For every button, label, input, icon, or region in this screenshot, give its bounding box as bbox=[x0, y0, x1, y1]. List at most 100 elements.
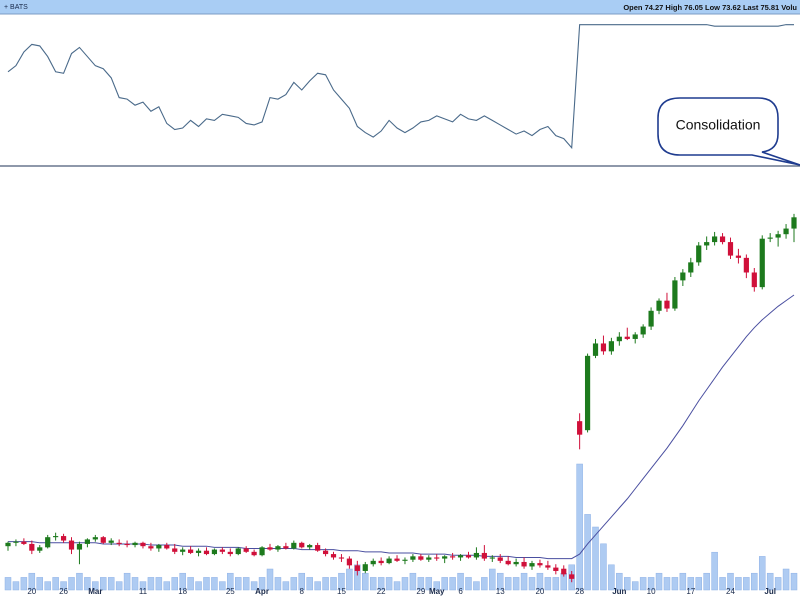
volume-bar bbox=[330, 577, 337, 591]
volume-bar bbox=[496, 572, 504, 591]
candle-body bbox=[521, 561, 527, 567]
volume-bar bbox=[679, 572, 687, 591]
volume-bar bbox=[20, 577, 28, 591]
candle-body bbox=[100, 537, 106, 543]
candle-body bbox=[569, 574, 575, 579]
volume-bar bbox=[449, 577, 456, 591]
candle-body bbox=[251, 551, 257, 556]
candle-body bbox=[299, 542, 305, 548]
candle-body bbox=[442, 556, 448, 559]
volume-bar bbox=[417, 577, 425, 591]
indicator-panel bbox=[7, 24, 794, 150]
candle-body bbox=[616, 336, 622, 342]
candle-body bbox=[267, 547, 273, 550]
candle-body bbox=[92, 537, 98, 540]
volume-bar bbox=[766, 572, 774, 591]
x-tick-label: 11 bbox=[139, 587, 148, 596]
candle-body bbox=[29, 543, 35, 551]
candle-body bbox=[322, 550, 329, 555]
volume-layer bbox=[4, 463, 798, 591]
candle-body bbox=[489, 557, 495, 559]
volume-bar bbox=[362, 572, 369, 591]
candle-body bbox=[188, 549, 194, 553]
x-tick-label: 17 bbox=[686, 587, 695, 596]
volume-bar bbox=[12, 581, 20, 591]
candle-body bbox=[354, 565, 360, 571]
volume-bar bbox=[322, 577, 329, 591]
volume-bar bbox=[147, 577, 155, 591]
volume-bar bbox=[195, 581, 202, 591]
volume-bar bbox=[520, 572, 528, 591]
volume-bar bbox=[504, 577, 512, 591]
candle-body bbox=[727, 242, 734, 256]
volume-bar bbox=[774, 577, 782, 591]
candle-body bbox=[600, 343, 607, 352]
candle-body bbox=[108, 540, 114, 543]
candle-body bbox=[450, 556, 456, 558]
x-tick-label: 6 bbox=[458, 587, 463, 596]
volume-bar bbox=[227, 572, 234, 591]
volume-bar bbox=[36, 577, 44, 591]
candle-body bbox=[13, 541, 19, 543]
candle-body bbox=[164, 545, 170, 549]
candle-body bbox=[219, 549, 225, 552]
candle-layer bbox=[5, 213, 797, 583]
volume-bar bbox=[179, 572, 186, 591]
volume-bar bbox=[393, 581, 401, 591]
candle-body bbox=[465, 555, 472, 558]
x-tick-label: Jun bbox=[612, 587, 626, 596]
volume-bar bbox=[489, 568, 496, 591]
ma-layer bbox=[8, 294, 795, 560]
candle-body bbox=[402, 559, 408, 561]
volume-bar bbox=[512, 577, 520, 591]
x-tick-label: 24 bbox=[726, 587, 735, 596]
volume-bar bbox=[639, 577, 647, 591]
candle-body bbox=[330, 554, 337, 558]
candle-body bbox=[227, 551, 233, 555]
volume-bar bbox=[528, 577, 536, 591]
volume-bar bbox=[115, 581, 123, 591]
header-title: + BATS bbox=[4, 4, 28, 11]
candle-body bbox=[513, 561, 519, 565]
x-tick-label: 8 bbox=[300, 587, 305, 596]
candle-body bbox=[537, 563, 543, 566]
volume-bar bbox=[92, 581, 99, 591]
volume-bar bbox=[377, 577, 385, 591]
candle-body bbox=[386, 558, 392, 564]
volume-bar bbox=[782, 568, 790, 591]
x-tick-label: Mar bbox=[88, 587, 102, 596]
volume-bar bbox=[600, 543, 607, 591]
volume-bar bbox=[298, 572, 306, 591]
x-tick-label: Apr bbox=[255, 587, 269, 596]
candle-body bbox=[235, 548, 241, 555]
candle-body bbox=[719, 236, 726, 243]
volume-bar bbox=[576, 463, 583, 591]
candle-body bbox=[307, 545, 313, 548]
candle-body bbox=[116, 542, 122, 544]
candle-body bbox=[473, 552, 480, 558]
volume-bar bbox=[76, 572, 83, 591]
callout-bubble bbox=[657, 97, 800, 166]
candle-body bbox=[751, 272, 757, 288]
candle-body bbox=[640, 326, 646, 335]
candle-body bbox=[211, 549, 218, 555]
volume-bar bbox=[306, 577, 313, 591]
volume-bar bbox=[616, 572, 623, 591]
candle-body bbox=[68, 540, 75, 550]
volume-bar bbox=[385, 577, 393, 591]
volume-bar bbox=[60, 581, 67, 591]
x-tick-label: 13 bbox=[496, 587, 505, 596]
volume-bar bbox=[68, 577, 75, 591]
candle-body bbox=[45, 537, 51, 548]
candle-body bbox=[291, 542, 297, 549]
candle-body bbox=[283, 546, 289, 549]
candle-body bbox=[434, 557, 440, 559]
volume-bar bbox=[369, 577, 377, 591]
volume-bar bbox=[131, 577, 139, 591]
candle-body bbox=[656, 300, 662, 311]
candle-body bbox=[743, 257, 749, 273]
volume-bar bbox=[544, 577, 552, 591]
volume-bar bbox=[584, 514, 591, 591]
candle-body bbox=[592, 343, 599, 356]
volume-bar bbox=[211, 577, 218, 591]
